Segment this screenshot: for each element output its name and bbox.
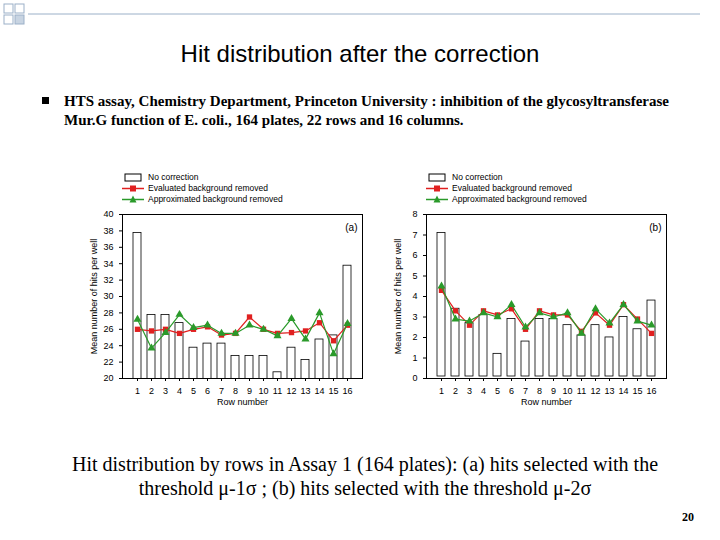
html-text:Hit distribution by rows in As: Hit distribution by rows in Assay 1 (164… [72,453,658,499]
svg-text:7: 7 [219,386,224,396]
svg-text:36: 36 [103,242,113,252]
svg-text:Row number: Row number [217,397,268,407]
svg-text:12: 12 [286,386,296,396]
svg-text:Row number: Row number [521,397,572,407]
svg-text:32: 32 [103,275,113,285]
svg-text:4: 4 [481,386,486,396]
svg-text:7: 7 [523,386,528,396]
html-text:Hit distribution after the cor: Hit distribution after the correction [180,40,540,67]
svg-text:8: 8 [412,209,417,219]
svg-text:2: 2 [412,332,417,342]
svg-text:6: 6 [205,386,210,396]
html-text:20: 20 [682,510,694,524]
svg-text:Mean number of hits per well: Mean number of hits per well [393,239,403,355]
svg-text:6: 6 [509,386,514,396]
svg-text:38: 38 [103,226,113,236]
svg-text:10: 10 [258,386,268,396]
svg-text:7: 7 [412,230,417,240]
svg-text:2: 2 [149,386,154,396]
html-text:Evaluated background removed: Evaluated background removed [452,183,572,193]
svg-text:8: 8 [537,386,542,396]
html-text:HTS assay, Chemistry Departmen: HTS assay, Chemistry Department, Princet… [64,93,669,128]
svg-text:5: 5 [191,386,196,396]
html-text:Evaluated background removed: Evaluated background removed [148,183,268,193]
svg-text:30: 30 [103,291,113,301]
svg-text:9: 9 [551,386,556,396]
html-text:No correction: No correction [452,172,503,182]
svg-text:5: 5 [412,271,417,281]
svg-text:34: 34 [103,259,113,269]
svg-text:1: 1 [439,386,444,396]
html-text:Approximated background remove: Approximated background removed [148,194,283,204]
svg-text:1: 1 [135,386,140,396]
svg-text:8: 8 [233,386,238,396]
svg-text:3: 3 [467,386,472,396]
svg-text:11: 11 [577,386,586,396]
svg-text:6: 6 [412,250,417,260]
svg-text:9: 9 [247,386,252,396]
svg-text:16: 16 [342,386,352,396]
svg-text:20: 20 [103,373,113,383]
svg-text:14: 14 [618,386,628,396]
svg-text:14: 14 [314,386,324,396]
svg-text:10: 10 [562,386,572,396]
svg-text:26: 26 [103,324,113,334]
svg-text:Mean number of hits per well: Mean number of hits per well [89,239,99,355]
svg-text:3: 3 [163,386,168,396]
svg-text:16: 16 [646,386,656,396]
svg-text:13: 13 [604,386,614,396]
svg-text:15: 15 [632,386,642,396]
svg-text:(a): (a) [345,222,357,233]
html-text:No correction: No correction [148,172,199,182]
svg-text:4: 4 [177,386,182,396]
svg-text:0: 0 [412,373,417,383]
svg-text:15: 15 [328,386,338,396]
svg-text:4: 4 [412,291,417,301]
svg-text:28: 28 [103,308,113,318]
svg-text:24: 24 [103,341,113,351]
svg-text:5: 5 [495,386,500,396]
html-text:Approximated background remove: Approximated background removed [452,194,587,204]
svg-text:1: 1 [412,353,417,363]
svg-text:3: 3 [412,312,417,322]
svg-text:40: 40 [103,209,113,219]
svg-text:2: 2 [453,386,458,396]
svg-text:(b): (b) [649,222,661,233]
svg-text:12: 12 [590,386,600,396]
svg-text:13: 13 [300,386,310,396]
svg-text:11: 11 [273,386,282,396]
svg-text:22: 22 [103,357,113,367]
